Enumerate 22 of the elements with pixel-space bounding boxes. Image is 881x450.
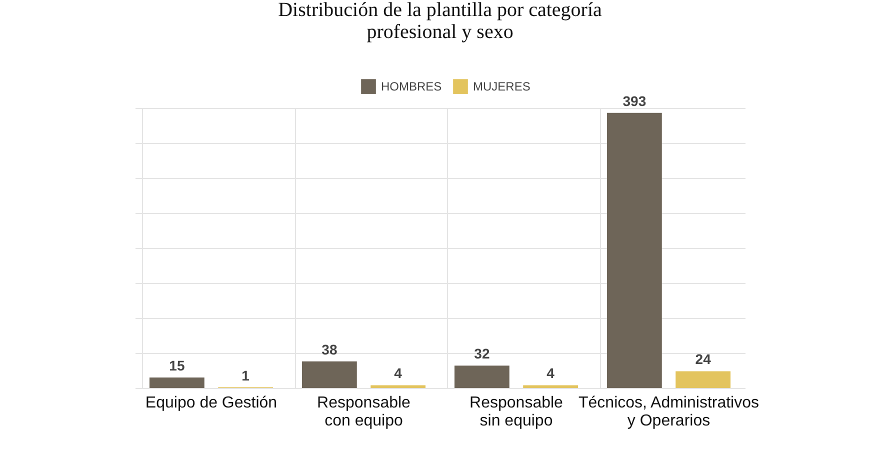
bar [523,385,578,388]
data-label: 15 [169,358,185,374]
x-tick-label: Equipo de Gestión [145,394,278,412]
data-label: 4 [394,365,402,382]
bar [606,112,662,388]
bar [302,361,357,388]
x-tick-label: Técnicos, Administrativos y Operarios [578,394,760,430]
legend-label: HOMBRES [381,80,442,94]
data-label: 32 [474,346,490,362]
x-tick-label: Responsable sin equipo [470,394,564,430]
chart-title: Distribución de la plantilla por categoría profesional y sexo [278,0,602,43]
x-tick-label: Responsable con equipo [317,394,411,430]
data-label: 24 [695,351,712,368]
bar [454,366,510,388]
bar [370,385,426,388]
legend-label: MUJERES [473,80,530,94]
bar [676,371,731,388]
bar [149,378,204,388]
data-label: 1 [242,367,250,384]
data-label: 38 [322,341,338,358]
data-label: 393 [622,92,646,109]
data-label: 4 [546,365,555,382]
